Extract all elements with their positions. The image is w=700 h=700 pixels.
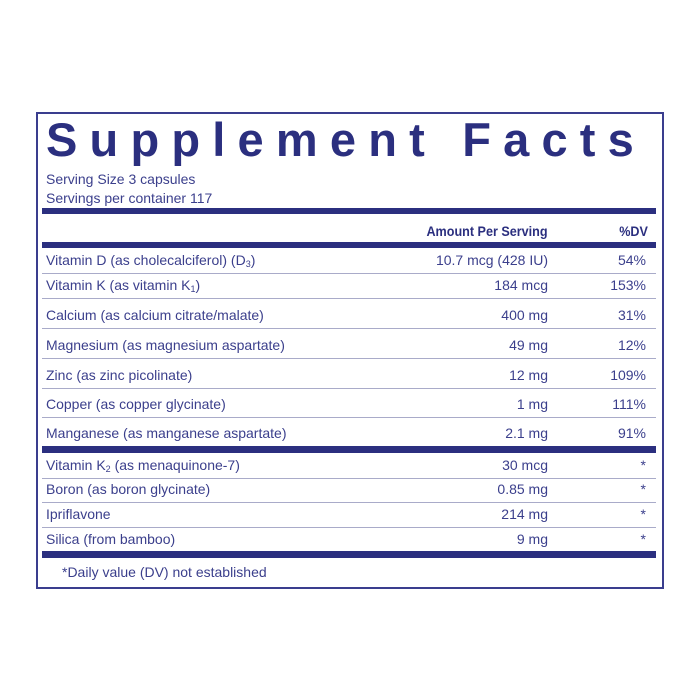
row-divider bbox=[42, 527, 656, 528]
thick-divider bbox=[42, 446, 656, 453]
supplement-facts-panel bbox=[36, 112, 664, 589]
amount: 0.85 mg bbox=[497, 481, 548, 497]
amount: 10.7 mcg (428 IU) bbox=[435, 252, 548, 268]
nutrient-name: Copper (as copper glycinate) bbox=[46, 396, 226, 412]
daily-value: 111% bbox=[612, 396, 646, 412]
thick-divider bbox=[42, 242, 656, 248]
nutrient-row: Zinc (as zinc picolinate) 12 mg 109% bbox=[42, 363, 656, 388]
name-text: Vitamin D (as cholecalciferol) (D bbox=[46, 252, 246, 268]
thick-divider bbox=[42, 208, 656, 214]
row-divider bbox=[42, 358, 656, 359]
subscript: 3 bbox=[245, 259, 251, 269]
nutrient-name: Silica (from bamboo) bbox=[46, 531, 175, 547]
daily-value: * bbox=[640, 457, 646, 473]
name-text: Ipriflavone bbox=[46, 506, 111, 522]
nutrient-row: Copper (as copper glycinate) 1 mg 111% bbox=[42, 392, 656, 417]
nutrient-row: Calcium (as calcium citrate/malate) 400 m… bbox=[42, 303, 656, 328]
amount: 49 mg bbox=[509, 337, 548, 353]
amount: 214 mg bbox=[501, 506, 548, 522]
header-amount: Amount Per Serving bbox=[426, 223, 548, 239]
daily-value: 12% bbox=[617, 337, 646, 353]
thick-divider bbox=[42, 551, 656, 558]
amount: 9 mg bbox=[516, 531, 548, 547]
daily-value: * bbox=[640, 531, 646, 547]
subscript: 1 bbox=[190, 284, 196, 294]
name-tail: ) bbox=[195, 277, 201, 293]
amount: 30 mcg bbox=[502, 457, 548, 473]
name-text: Magnesium (as magnesium aspartate) bbox=[46, 337, 285, 353]
row-divider bbox=[42, 417, 656, 418]
daily-value: 153% bbox=[610, 277, 646, 293]
amount: 1 mg bbox=[516, 396, 548, 412]
amount: 2.1 mg bbox=[505, 425, 548, 441]
row-divider bbox=[42, 478, 656, 479]
name-text: Silica (from bamboo) bbox=[46, 531, 176, 547]
name-text: Zinc (as zinc picolinate) bbox=[46, 367, 193, 383]
nutrient-name: Ipriflavone bbox=[46, 506, 111, 522]
name-tail: ) bbox=[250, 252, 256, 268]
name-text: Calcium (as calcium citrate/malate) bbox=[46, 307, 264, 323]
nutrient-name: Vitamin D (as cholecalciferol) (D3) bbox=[46, 252, 255, 269]
row-divider bbox=[42, 502, 656, 503]
serving-size: Serving Size 3 capsules bbox=[46, 171, 196, 187]
footnote: *Daily value (DV) not established bbox=[62, 564, 267, 580]
nutrient-name: Calcium (as calcium citrate/malate) bbox=[46, 307, 264, 323]
name-tail: (as menaquinone-7) bbox=[110, 457, 240, 473]
nutrient-name: Manganese (as manganese aspartate) bbox=[46, 425, 286, 441]
nutrient-row: Vitamin K2 (as menaquinone-7) 30 mcg * bbox=[42, 453, 656, 478]
name-text: Copper (as copper glycinate) bbox=[46, 396, 226, 412]
row-divider bbox=[42, 273, 656, 274]
name-text: Manganese (as manganese aspartate) bbox=[46, 425, 287, 441]
name-text: Vitamin K bbox=[46, 457, 106, 473]
row-divider bbox=[42, 388, 656, 389]
subscript: 2 bbox=[105, 464, 111, 474]
daily-value: 31% bbox=[617, 307, 646, 323]
nutrient-row: Manganese (as manganese aspartate) 2.1 mg… bbox=[42, 421, 656, 446]
nutrient-row: Ipriflavone 214 mg * bbox=[42, 502, 656, 527]
row-divider bbox=[42, 298, 656, 299]
daily-value: 109% bbox=[610, 367, 646, 383]
header-dv: %DV bbox=[619, 223, 648, 239]
nutrient-row: Vitamin D (as cholecalciferol) (D3) 10.7 … bbox=[42, 248, 656, 273]
nutrient-name: Vitamin K (as vitamin K1) bbox=[46, 277, 200, 294]
nutrient-row: Silica (from bamboo) 9 mg * bbox=[42, 527, 656, 552]
daily-value: * bbox=[640, 481, 646, 497]
name-text: Boron (as boron glycinate) bbox=[46, 481, 211, 497]
daily-value: 91% bbox=[617, 425, 646, 441]
amount: 12 mg bbox=[509, 367, 548, 383]
nutrient-name: Zinc (as zinc picolinate) bbox=[46, 367, 192, 383]
daily-value: * bbox=[640, 506, 646, 522]
nutrient-name: Vitamin K2 (as menaquinone-7) bbox=[46, 457, 240, 474]
name-text: Vitamin K (as vitamin K bbox=[46, 277, 191, 293]
nutrient-row: Vitamin K (as vitamin K1) 184 mcg 153% bbox=[42, 273, 656, 298]
servings-per-container: Servings per container 117 bbox=[46, 190, 213, 206]
nutrient-name: Magnesium (as magnesium aspartate) bbox=[46, 337, 285, 353]
amount: 400 mg bbox=[501, 307, 548, 323]
nutrient-row: Boron (as boron glycinate) 0.85 mg * bbox=[42, 477, 656, 502]
nutrient-name: Boron (as boron glycinate) bbox=[46, 481, 210, 497]
row-divider bbox=[42, 328, 656, 329]
amount: 184 mcg bbox=[494, 277, 548, 293]
nutrient-row: Magnesium (as magnesium aspartate) 49 mg 1… bbox=[42, 333, 656, 358]
panel-title: Supplement Facts bbox=[46, 113, 647, 166]
daily-value: 54% bbox=[617, 252, 646, 268]
